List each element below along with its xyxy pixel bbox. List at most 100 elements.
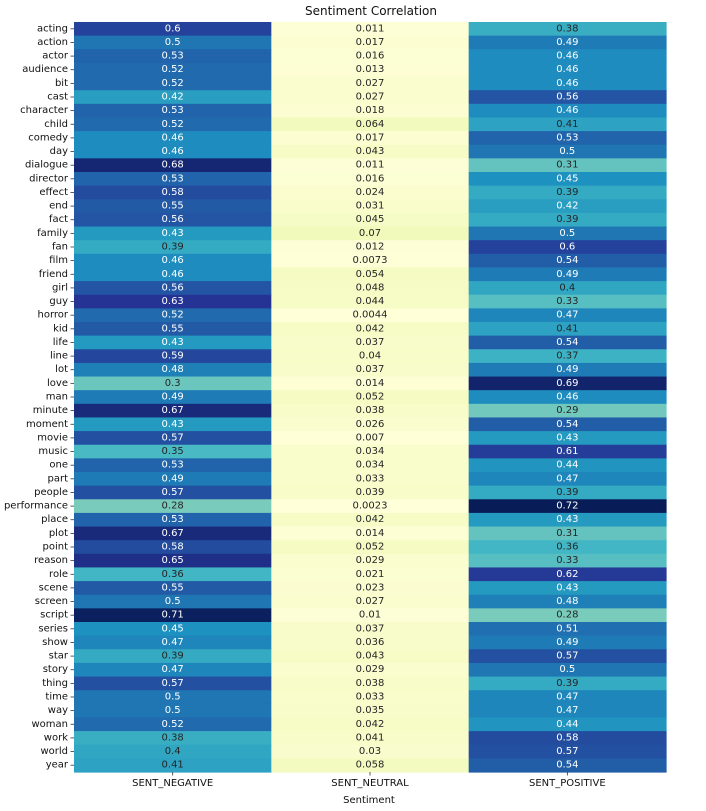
cell-value-label: 0.0073 [353,255,388,266]
cell-value-label: 0.52 [162,64,184,75]
cell-value-label: 0.023 [356,582,385,593]
y-tick-label: moment [26,419,68,430]
heatmap-cell [468,117,667,132]
cell-value-label: 0.51 [556,623,578,634]
y-tick-label: movie [37,432,68,443]
heatmap-cell [74,649,272,664]
cell-value-label: 0.54 [556,337,578,348]
heatmap-cell [468,744,667,759]
heatmap-cell [271,608,470,623]
heatmap-cell [74,485,272,500]
cell-value-label: 0.5 [559,146,575,157]
heatmap-cell [468,90,667,105]
cell-value-label: 0.37 [556,351,578,362]
cell-value-label: 0.6 [559,242,575,253]
heatmap-cell [468,322,667,337]
heatmap-cell [74,62,272,78]
cell-value-label: 0.43 [162,337,184,348]
heatmap-cell [271,158,470,173]
cell-value-label: 0.013 [356,64,385,75]
y-tick-label: actor [42,51,69,62]
heatmap-cell [74,158,272,173]
cell-value-label: 0.034 [356,446,385,457]
heatmap-cell [271,267,470,282]
heatmap-cell [74,267,272,282]
cell-value-label: 0.44 [556,719,578,730]
heatmap-cell [271,76,470,91]
cell-value-label: 0.58 [162,187,184,198]
heatmap-cell [468,308,667,323]
heatmap-cell [468,349,667,364]
heatmap-cell [271,90,470,105]
heatmap-cell [468,158,667,173]
cell-value-label: 0.04 [359,351,381,362]
y-tick-label: thing [42,678,68,689]
cell-value-label: 0.027 [356,78,385,89]
cell-value-label: 0.017 [356,37,385,48]
x-tick-label: SENT_NEGATIVE [132,778,213,789]
heatmap-cell [271,635,470,650]
cell-value-label: 0.47 [556,473,578,484]
heatmap-cell [468,417,667,432]
heatmap-cell [271,281,470,296]
heatmap-cell [74,608,272,623]
cell-value-label: 0.54 [556,255,578,266]
heatmap-cell [74,662,272,678]
cell-value-label: 0.042 [356,323,385,334]
heatmap-cell [271,335,470,350]
cell-value-label: 0.5 [165,596,181,607]
cell-value-label: 0.67 [162,528,184,539]
heatmap-cell [468,608,667,623]
cell-value-label: 0.014 [356,528,385,539]
cell-value-label: 0.53 [556,132,578,143]
heatmap-cell [468,144,667,159]
cell-value-label: 0.5 [165,705,181,716]
y-tick-label: dialogue [25,160,68,171]
y-tick-label: girl [52,282,68,293]
cell-value-label: 0.39 [162,242,184,253]
heatmap-cell [271,403,470,419]
cell-value-label: 0.29 [556,405,578,416]
heatmap-cell [271,485,470,500]
heatmap-cell [74,417,272,432]
cell-value-label: 0.5 [165,37,181,48]
cell-value-label: 0.4 [559,282,575,293]
heatmap-cell [468,185,667,200]
y-tick-label: life [53,337,68,348]
cell-value-label: 0.33 [556,555,578,566]
cell-value-label: 0.0023 [353,501,388,512]
heatmap-cell [271,444,470,459]
cell-value-label: 0.46 [556,64,578,75]
cell-value-label: 0.28 [556,610,578,621]
heatmap-cell [271,744,470,759]
heatmap-cell [271,717,470,732]
heatmap-cell [271,362,470,378]
cell-value-label: 0.035 [356,705,385,716]
heatmap-cell [271,35,470,50]
heatmap-cell [74,403,272,419]
cell-value-label: 0.47 [556,692,578,703]
heatmap-cell [271,472,470,487]
cell-value-label: 0.71 [162,610,184,621]
cell-value-label: 0.36 [556,542,578,553]
heatmap-cell [468,649,667,664]
heatmap-cell [74,526,272,541]
y-tick-label: fact [49,214,68,225]
heatmap-cell [271,253,470,269]
cell-value-label: 0.38 [162,732,184,743]
heatmap-cell [271,731,470,746]
cell-value-label: 0.65 [162,555,184,566]
chart-title: Sentiment Correlation [305,4,437,18]
heatmap-cell [271,431,470,446]
heatmap-cell [74,758,272,773]
cell-value-label: 0.039 [356,487,385,498]
cell-value-label: 0.59 [162,351,184,362]
cell-value-label: 0.49 [556,364,578,375]
cell-value-label: 0.01 [359,610,381,621]
cell-value-label: 0.49 [162,473,184,484]
cell-value-label: 0.39 [556,678,578,689]
cell-value-label: 0.011 [356,23,385,34]
cell-value-label: 0.037 [356,364,385,375]
y-tick-label: one [49,460,68,471]
heatmap-cell [468,703,667,719]
